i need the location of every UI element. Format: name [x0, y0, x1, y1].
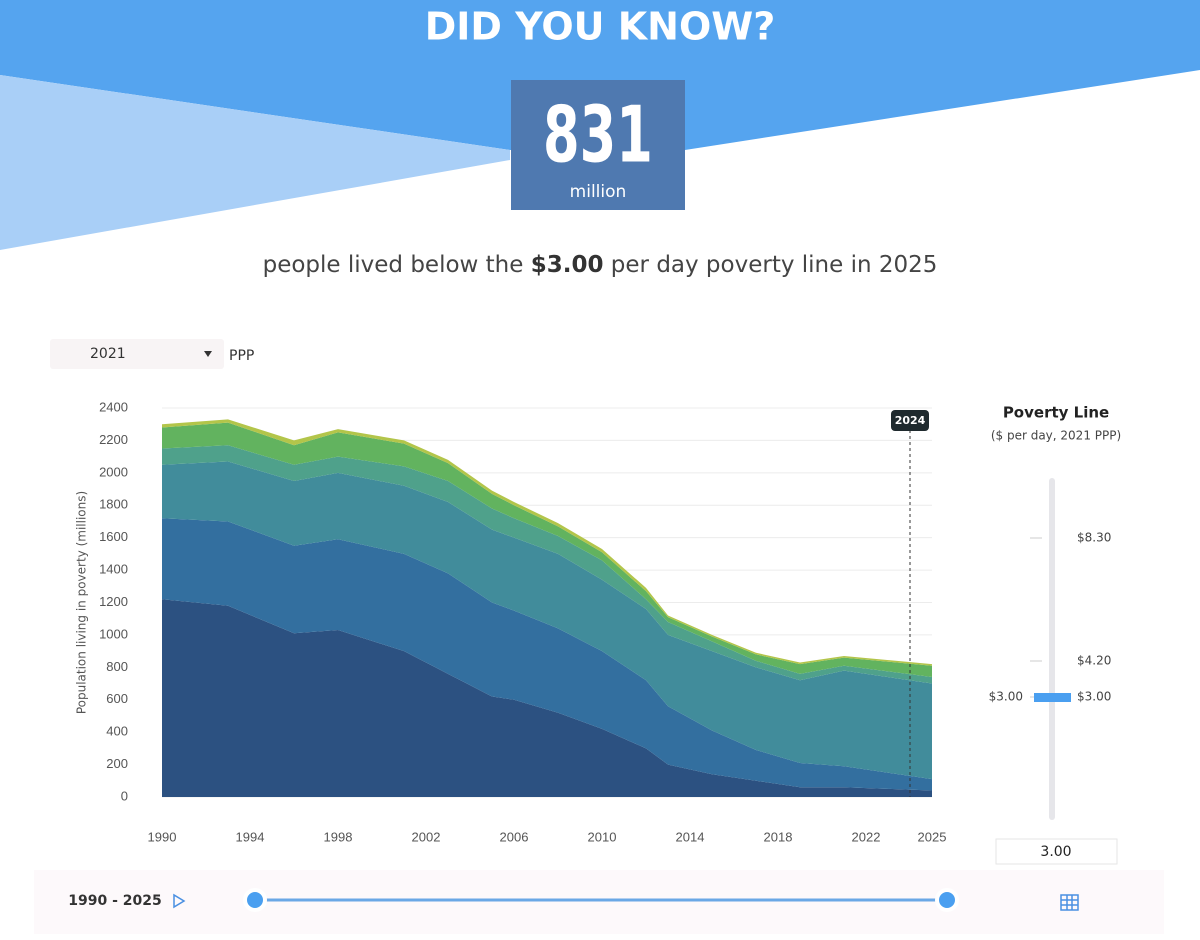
headline: DID YOU KNOW?: [425, 5, 776, 49]
y-tick-label: 1800: [99, 497, 128, 512]
slider-track[interactable]: [1049, 478, 1055, 820]
timeline-bar: [34, 870, 1164, 934]
x-tick-label: 2002: [412, 829, 441, 844]
area: [162, 518, 932, 791]
slider-handle[interactable]: [1034, 693, 1071, 702]
sentence-part: people lived below the: [263, 252, 531, 278]
area: [162, 422, 932, 678]
sentence-part: per day poverty line in 2025: [603, 252, 937, 278]
y-tick-label: 2400: [99, 399, 128, 414]
value-input[interactable]: [995, 838, 1118, 865]
sentence-bold: $3.00: [531, 252, 604, 278]
x-tick-label: 2025: [918, 829, 947, 844]
x-tick-label: 1998: [324, 829, 353, 844]
chart: 0 200 400 600 800 1000 1200 1400 1600 1800 2000 220…: [75, 399, 947, 844]
x-tick-label: 1990: [148, 829, 177, 844]
y-tick-label: 2000: [99, 464, 128, 479]
y-tick-label: 1200: [99, 594, 128, 609]
dropdown-arrow: [204, 351, 212, 357]
x-tick-label: 2006: [500, 829, 529, 844]
y-tick-label: 400: [106, 724, 128, 739]
y-tick-label: 800: [106, 659, 128, 674]
ppp-label: PPP: [229, 348, 254, 364]
y-tick-label: 200: [106, 756, 128, 771]
dropdown-value: 2021: [90, 346, 126, 362]
y-axis-label: Population living in poverty (millions): [75, 491, 89, 714]
y-tick-label: 1000: [99, 626, 128, 641]
table-icon[interactable]: [1060, 894, 1079, 911]
y-tick-label: 1400: [99, 562, 128, 577]
slider-tick-label: $4.20: [1077, 654, 1111, 668]
x-tick-label: 2018: [764, 829, 793, 844]
timeline-end[interactable]: [935, 888, 959, 912]
y-tick-label: 600: [106, 691, 128, 706]
y-tick-label: 1600: [99, 529, 128, 544]
slider-tick-label: $3.00: [1077, 690, 1111, 704]
ppp-dropdown[interactable]: [50, 339, 224, 369]
marker-badge: [891, 410, 929, 431]
area: [162, 599, 932, 797]
header-shade: [0, 75, 510, 250]
stat-unit: million: [570, 182, 627, 202]
panel-title: Poverty Line: [1003, 404, 1109, 422]
slider-selected-label: $3.00: [989, 690, 1023, 704]
stat-box: [511, 80, 685, 210]
timeline-range: 1990 - 2025: [68, 893, 162, 909]
panel-subtitle: ($ per day, 2021 PPP): [991, 429, 1121, 443]
area: [162, 461, 932, 780]
header-band: [0, 0, 1200, 150]
input-value: 3.00: [1040, 844, 1071, 860]
slider-tick-label: $8.30: [1077, 531, 1111, 545]
x-tick-label: 2010: [588, 829, 617, 844]
play-button[interactable]: [173, 893, 186, 909]
sentence: people lived below the $3.00 per day pov…: [263, 252, 938, 278]
x-tick-label: 2014: [676, 829, 705, 844]
x-tick-label: 1994: [236, 829, 265, 844]
y-tick-label: 0: [121, 788, 128, 803]
y-tick-label: 2200: [99, 432, 128, 447]
marker-label: 2024: [895, 414, 926, 427]
timeline-start[interactable]: [243, 888, 267, 912]
x-tick-label: 2022: [852, 829, 881, 844]
stat-number: 831: [543, 90, 653, 181]
